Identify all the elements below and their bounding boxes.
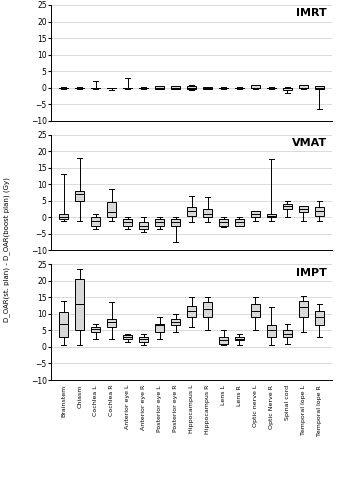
Bar <box>59 214 68 219</box>
Bar <box>203 86 212 88</box>
Bar <box>235 337 244 340</box>
Bar <box>267 326 276 337</box>
Bar <box>315 86 324 89</box>
Bar <box>299 85 308 87</box>
Bar <box>315 310 324 326</box>
Bar <box>139 222 148 229</box>
Bar <box>91 327 100 332</box>
Text: D_OAR(st. plan) - D_OAR(boost plan) (Gy): D_OAR(st. plan) - D_OAR(boost plan) (Gy) <box>3 178 10 322</box>
Bar <box>123 336 133 338</box>
Bar <box>299 206 308 212</box>
Bar <box>75 191 84 201</box>
Bar <box>155 219 164 226</box>
Bar <box>299 300 308 317</box>
Bar <box>315 208 324 216</box>
Bar <box>251 304 260 317</box>
Bar <box>59 312 68 337</box>
Text: VMAT: VMAT <box>292 138 326 148</box>
Bar <box>219 219 228 226</box>
Bar <box>283 204 292 209</box>
Bar <box>107 202 116 218</box>
Bar <box>251 85 260 87</box>
Bar <box>123 219 133 226</box>
Bar <box>171 86 180 89</box>
Bar <box>203 209 212 218</box>
Bar <box>203 302 212 317</box>
Text: IMPT: IMPT <box>296 268 326 278</box>
Bar <box>283 88 292 90</box>
Bar <box>155 86 164 89</box>
Bar <box>107 319 116 327</box>
Bar <box>283 330 292 337</box>
Bar <box>139 337 148 342</box>
Bar <box>251 210 260 218</box>
Bar <box>187 86 196 89</box>
Bar <box>155 324 164 332</box>
Bar <box>219 337 228 344</box>
Bar <box>267 214 276 218</box>
Bar <box>171 219 180 226</box>
Bar <box>75 279 84 330</box>
Bar <box>91 218 100 226</box>
Bar <box>187 208 196 216</box>
Bar <box>187 306 196 317</box>
Bar <box>235 219 244 226</box>
Bar <box>171 319 180 326</box>
Text: IMRT: IMRT <box>296 8 326 18</box>
